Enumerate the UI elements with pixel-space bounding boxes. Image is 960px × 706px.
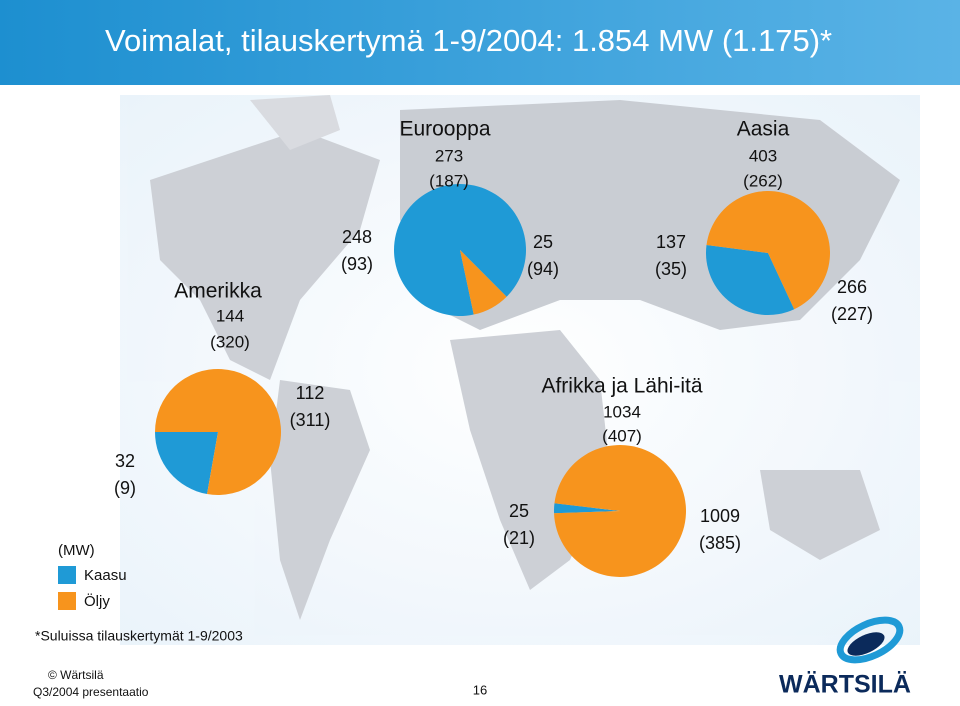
slice-value: 32 [115,451,135,471]
legend-swatch [58,566,76,584]
logo-swoosh [836,616,904,664]
slice-previous: (311) [290,410,331,430]
unit-label: (MW) [58,542,95,559]
slice-previous: (21) [503,528,535,548]
region-title: Amerikka [174,280,262,303]
slice-value: 112 [296,383,325,403]
slice-value: 266 [837,277,867,297]
title-bar [0,0,960,85]
legend-label: Kaasu [84,567,127,584]
slice-value: 25 [509,501,529,521]
map-shape [760,470,880,560]
region-title: Aasia [737,118,790,141]
slice-previous: (227) [831,304,873,324]
region-previous: (262) [743,171,783,190]
slice-value: 1009 [700,506,740,526]
slice-previous: (9) [114,478,136,498]
slice-previous: (35) [655,259,687,279]
pie-slice [554,503,620,514]
region-previous: (320) [210,332,250,351]
copyright: © Wärtsilä [48,668,104,682]
world-map [120,95,920,645]
region-total: 1034 [603,402,641,421]
slice-previous: (93) [341,254,373,274]
region-total: 403 [749,146,777,165]
region-title: Afrikka ja Lähi-itä [541,375,702,398]
pie-slice [155,432,218,495]
logo-swoosh [847,632,885,656]
legend-swatch [58,592,76,610]
logo: WÄRTSILÄ [779,616,911,699]
footnote: *Suluissa tilauskertymät 1-9/2003 [35,628,243,644]
pie-slice [155,369,282,495]
pie-slice [706,245,795,315]
slide-title: Voimalat, tilauskertymä 1-9/2004: 1.854 … [105,23,832,58]
pie-slice [706,190,831,310]
slice-value: 248 [342,227,372,247]
slice-previous: (385) [699,533,741,553]
legend-label: Öljy [84,592,110,610]
region-previous: (407) [602,426,642,445]
pie-slice [554,445,687,577]
region-total: 273 [435,146,463,165]
slice-value: 25 [533,232,553,252]
slice-value: 137 [656,232,686,252]
region-total: 144 [216,306,244,325]
logo-text: WÄRTSILÄ [779,671,911,699]
presentation: Q3/2004 presentaatio [33,685,149,699]
map-shape [250,95,340,150]
map-shape [150,130,380,380]
region-title: Eurooppa [399,118,490,141]
region-previous: (187) [429,171,469,190]
pie-slice [460,250,507,315]
slice-previous: (94) [527,259,559,279]
page-number: 16 [473,682,487,697]
map-shape [270,380,370,620]
